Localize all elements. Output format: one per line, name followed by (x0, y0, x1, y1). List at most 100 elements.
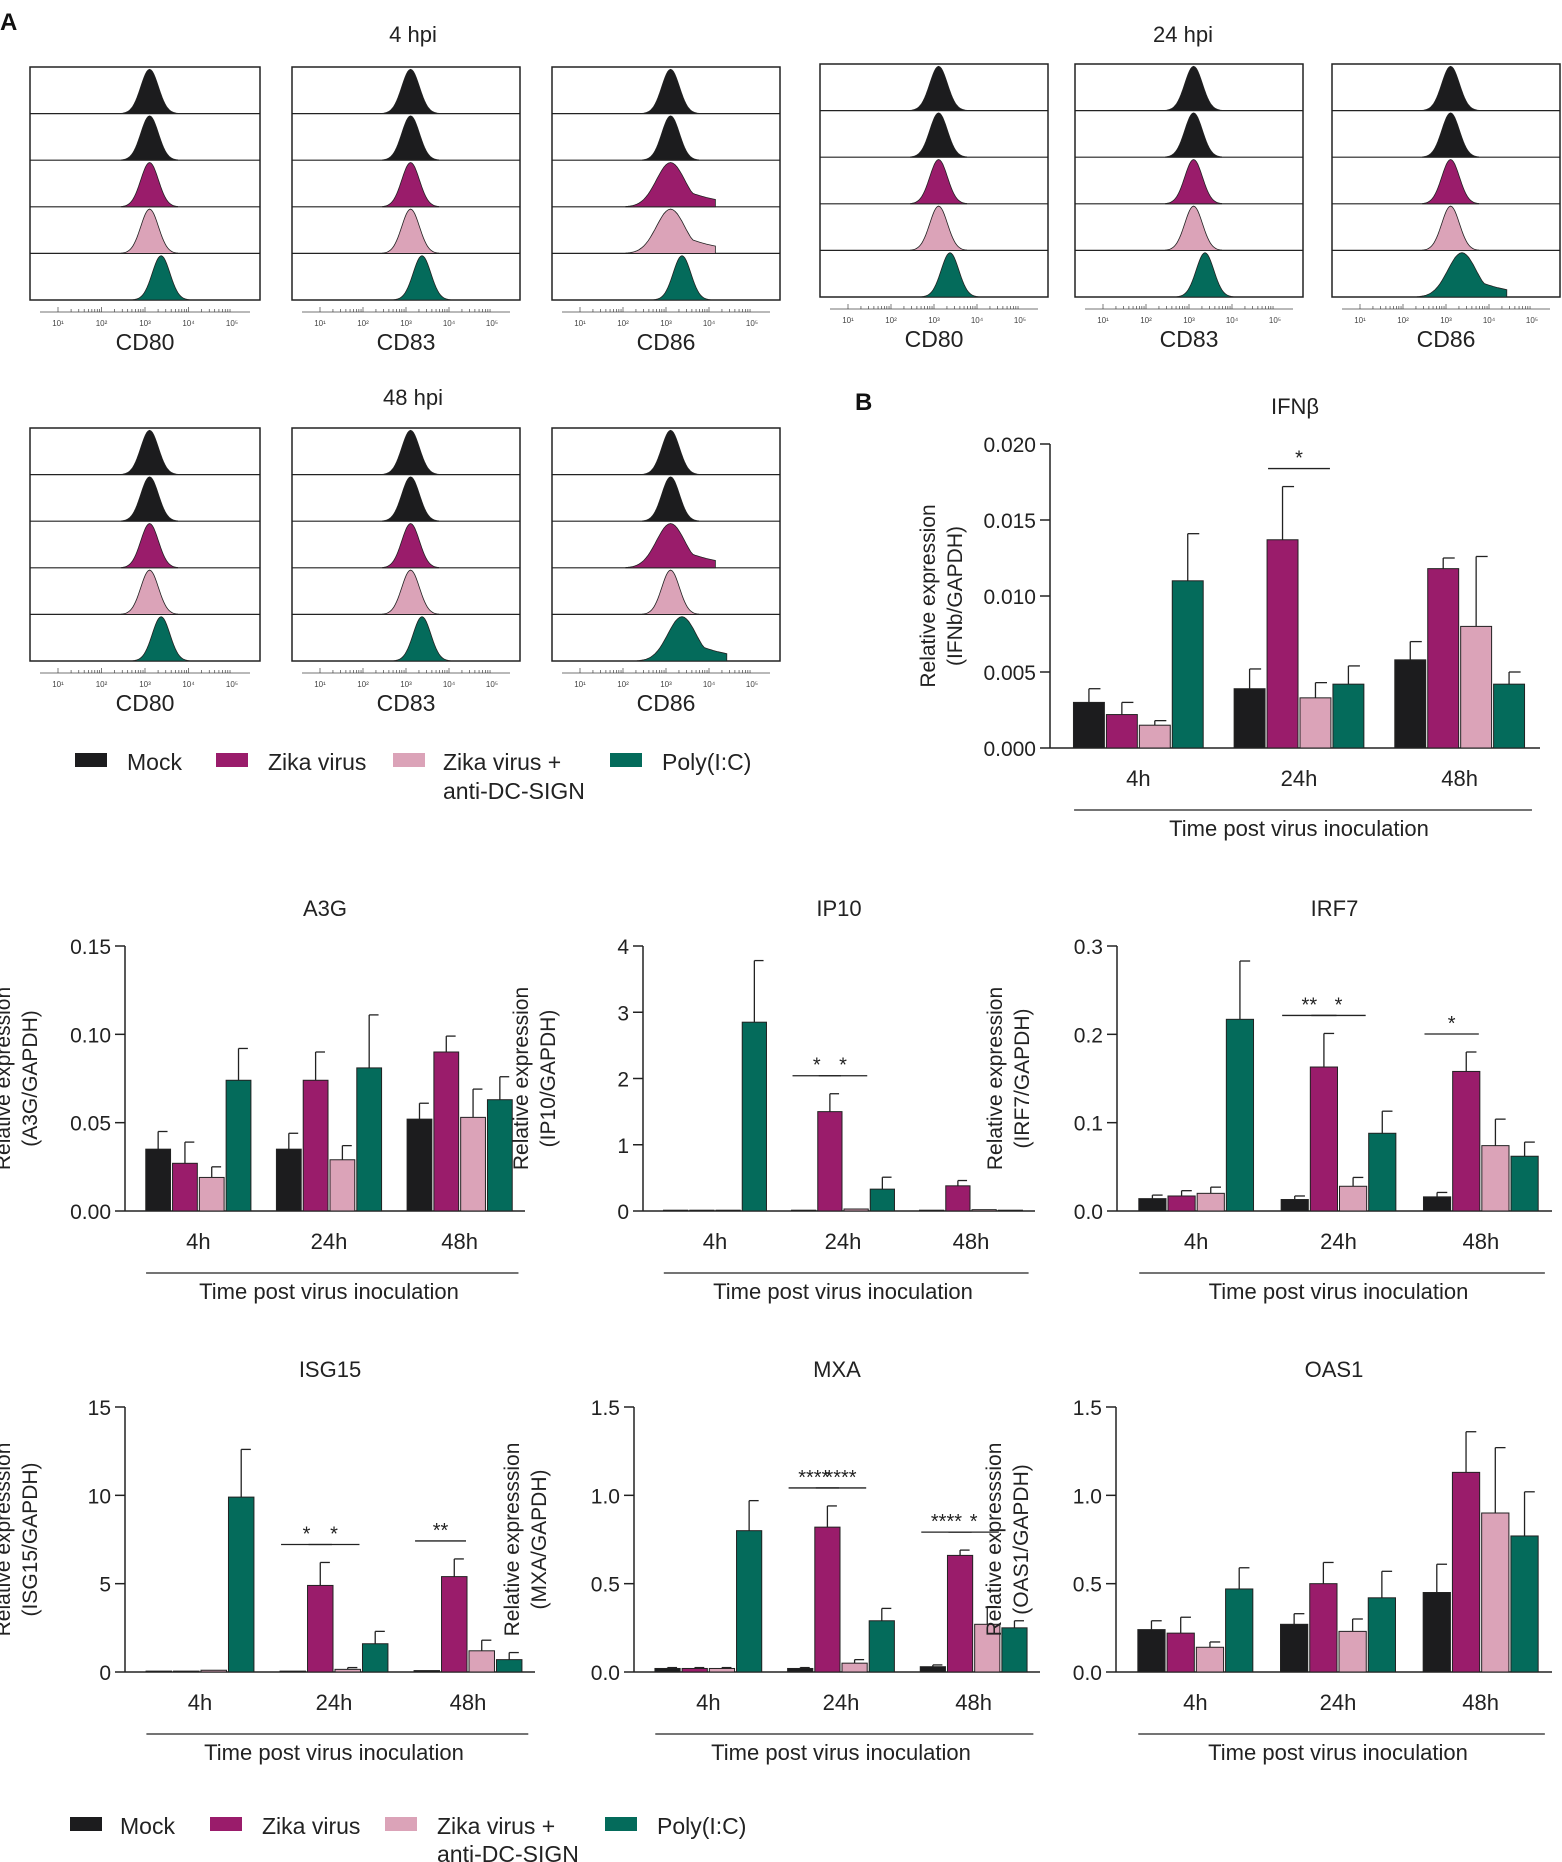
bar-zika (441, 1576, 468, 1673)
chart-title: A3G (303, 896, 347, 921)
x-tick-label: 48h (1462, 1690, 1499, 1715)
flow-panel-cd83: 10¹ 10² 10³ 10⁴ 10⁵ CD83 (291, 427, 521, 716)
bar-zika (1309, 1583, 1338, 1673)
significance-label: * (813, 1055, 821, 1077)
x-tick-label: 4h (188, 1690, 212, 1715)
legend-label-zika-anti: Zika virus + (443, 749, 561, 775)
flow-histogram-mock (382, 429, 440, 475)
legend-label-zika: Zika virus (262, 1813, 360, 1839)
bar-zika-anti (460, 1116, 486, 1212)
y-tick-label: 1.5 (1073, 1397, 1102, 1420)
significance-label: ** (433, 1520, 449, 1542)
flow-x-tick-label: 10³ (400, 319, 412, 328)
flow-x-tick-label: 10⁴ (703, 680, 716, 689)
flow-panel-cd86: 10¹ 10² 10³ 10⁴ 10⁵ CD86 (1331, 63, 1561, 352)
flow-marker-label: CD86 (637, 690, 696, 716)
flow-x-tick-label: 10⁴ (1483, 316, 1496, 325)
flow-histogram-polyic (393, 255, 451, 301)
bar-mock (413, 1670, 441, 1673)
flow-x-tick-label: 10⁵ (1526, 316, 1538, 325)
y-tick-label: 0.10 (70, 1024, 111, 1047)
flow-histogram-mock (121, 115, 178, 161)
x-axis-label: Time post virus inoculation (713, 1279, 973, 1304)
flow-x-tick-label: 10³ (928, 316, 940, 325)
y-tick-label: 3 (617, 1002, 629, 1025)
y-axis-label-line2: (IFNb/GAPDH) (944, 526, 967, 666)
bar-polyic (1225, 1588, 1254, 1673)
flow-histogram-mock (1165, 112, 1223, 158)
chart-title: IRF7 (1311, 896, 1359, 921)
significance-label: * (970, 1511, 978, 1533)
bar-mock (654, 1667, 681, 1673)
flow-histogram-zika-anti (121, 208, 178, 254)
y-tick-label: 10 (88, 1485, 111, 1508)
bar-zika (817, 1111, 843, 1212)
y-tick-label: 1.0 (1073, 1485, 1102, 1508)
chart-title: IFNβ (1271, 394, 1319, 419)
x-tick-label: 24h (823, 1690, 860, 1715)
bar-mock (1394, 659, 1427, 749)
flow-group-label-4hpi: 4 hpi (389, 22, 437, 47)
x-tick-label: 48h (1462, 1229, 1499, 1254)
bar-mock (279, 1670, 307, 1673)
bar-mock (1233, 688, 1266, 749)
x-axis-label: Time post virus inoculation (199, 1279, 459, 1304)
bar-polyic (361, 1643, 389, 1673)
bar-zika-anti (1299, 697, 1332, 749)
x-tick-label: 24h (311, 1229, 348, 1254)
flow-histogram-polyic (393, 616, 451, 662)
flow-marker-label: CD80 (116, 690, 175, 716)
chart-title: ISG15 (299, 1357, 361, 1382)
flow-histogram-zika (121, 162, 178, 208)
bar-zika (302, 1079, 329, 1212)
flow-histogram-polyic (132, 255, 190, 301)
x-axis-label: Time post virus inoculation (204, 1740, 464, 1765)
flow-x-tick-label: 10² (357, 680, 369, 689)
flow-x-tick-label: 10¹ (52, 680, 64, 689)
legend-label-polyic: Poly(I:C) (657, 1813, 746, 1839)
x-axis-label: Time post virus inoculation (711, 1740, 971, 1765)
y-axis-label-line2: (OAS1/GAPDH) (1010, 1464, 1033, 1615)
x-tick-label: 4h (1126, 766, 1150, 791)
flow-histogram-zika-anti (625, 208, 716, 254)
bar-zika-anti (708, 1667, 736, 1673)
flow-histogram-mock (1422, 112, 1480, 158)
bar-mock (1072, 701, 1105, 749)
legend-label-zika-anti-line2: anti-DC-SIGN (443, 778, 585, 804)
bar-polyic (869, 1188, 895, 1212)
flow-x-tick-label: 10¹ (1097, 316, 1109, 325)
bar-mock (1137, 1629, 1166, 1673)
x-axis-label: Time post virus inoculation (1208, 1740, 1468, 1765)
y-axis-label: Relative expression (0, 987, 15, 1170)
legend-label-mock: Mock (127, 749, 182, 775)
bar-polyic (1510, 1155, 1539, 1212)
flow-x-tick-label: 10² (885, 316, 897, 325)
flow-x-tick-label: 10⁵ (226, 680, 238, 689)
x-tick-label: 24h (1281, 766, 1318, 791)
flow-x-tick-label: 10² (1140, 316, 1152, 325)
bar-polyic (356, 1067, 383, 1212)
bar-zika (1167, 1195, 1196, 1212)
bar-zika-anti (971, 1209, 997, 1212)
bar-polyic (741, 1021, 767, 1212)
x-tick-label: 48h (955, 1690, 992, 1715)
bar-zika-anti (974, 1623, 1001, 1673)
x-tick-label: 48h (450, 1690, 487, 1715)
chart-title: MXA (813, 1357, 861, 1382)
bar-zika (1105, 714, 1138, 749)
bar-mock (1422, 1592, 1451, 1673)
flow-marker-label: CD83 (377, 329, 436, 355)
panel-label-b: B (855, 389, 872, 416)
bar-zika-anti (200, 1669, 227, 1673)
flow-marker-label: CD80 (905, 326, 964, 352)
flow-histogram-mock (382, 115, 440, 161)
flow-group-label-24hpi: 24 hpi (1153, 22, 1213, 47)
legend-swatch-zika-anti (385, 1817, 417, 1831)
x-tick-label: 48h (1441, 766, 1478, 791)
flow-histogram-zika-anti (1165, 205, 1223, 251)
flow-histogram-mock (642, 68, 700, 114)
flow-histogram-mock (642, 429, 700, 475)
flow-histogram-zika-anti (382, 208, 440, 254)
